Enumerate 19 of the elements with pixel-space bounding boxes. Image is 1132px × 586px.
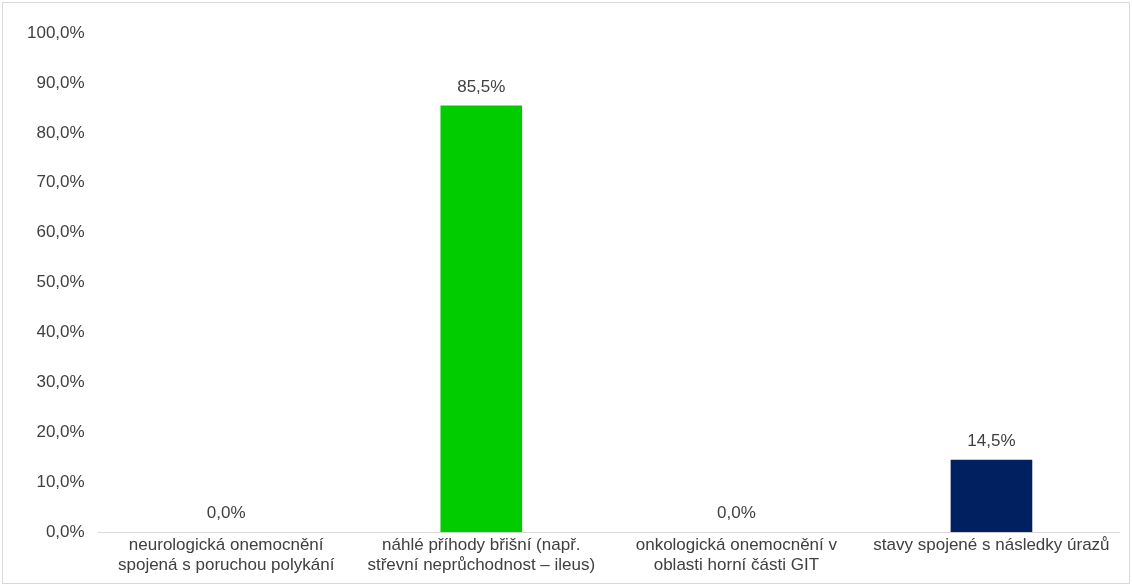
- data-label: 0,0%: [717, 503, 756, 523]
- y-tick-label: 30,0%: [36, 372, 85, 392]
- y-tick-label: 80,0%: [36, 122, 85, 142]
- y-tick-label: 100,0%: [26, 22, 85, 42]
- x-tick-label: stavy spojené s následky úrazů: [873, 535, 1110, 555]
- x-tick-label: náhlé příhody břišní (např. střevní neprůchodnost – ileus): [367, 535, 596, 575]
- y-tick-label: 40,0%: [36, 322, 85, 342]
- y-tick-label: 20,0%: [36, 422, 85, 442]
- data-label: 0,0%: [206, 503, 246, 523]
- x-tick-label: onkologická onemocnění v oblasti horní části GIT: [635, 535, 838, 575]
- y-tick-label: 60,0%: [36, 222, 85, 242]
- x-tick-label: neurologická onemocnění spojená s poruchou polykání: [117, 535, 335, 575]
- y-tick-label: 0,0%: [45, 521, 85, 541]
- y-tick-label: 70,0%: [36, 172, 85, 192]
- data-label: 85,5%: [457, 76, 506, 96]
- y-tick-label: 90,0%: [36, 72, 85, 92]
- y-tick-label: 10,0%: [36, 471, 85, 491]
- y-tick-label: 50,0%: [36, 272, 85, 292]
- data-label: 14,5%: [967, 431, 1016, 450]
